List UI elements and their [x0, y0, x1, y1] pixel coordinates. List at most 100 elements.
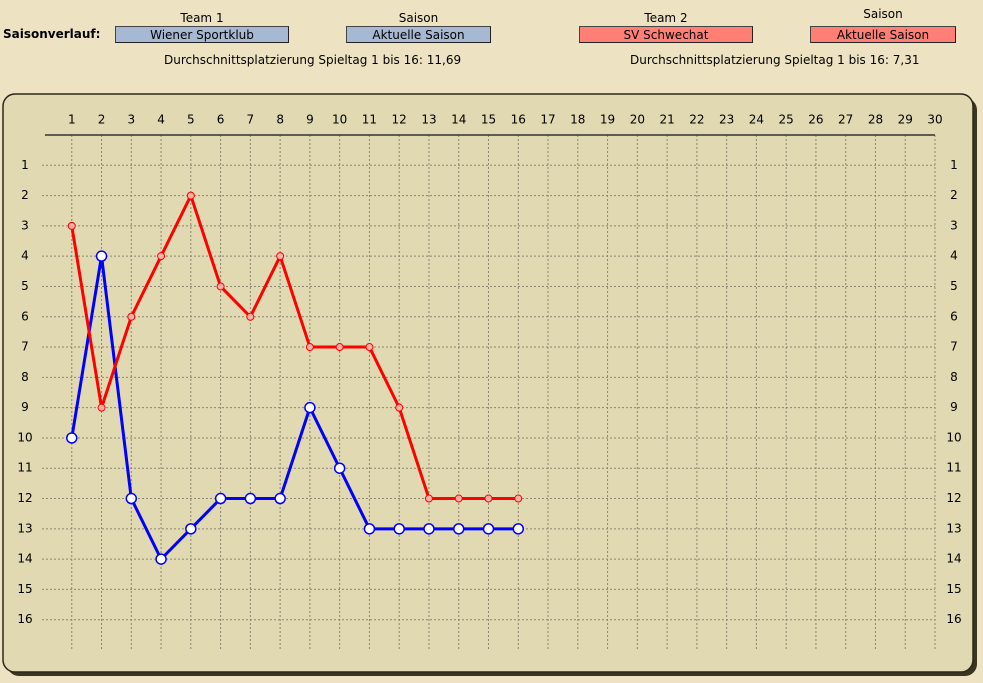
average: Durchschnittsplatzierung Spieltag 1 bis … [630, 53, 920, 67]
y-tick-label: 2 [950, 188, 958, 202]
x-tick-label: 29 [898, 113, 913, 127]
x-tick-label: 9 [306, 113, 314, 127]
point [305, 343, 314, 352]
average: Durchschnittsplatzierung Spieltag 1 bis … [164, 53, 462, 67]
y-tick-label: 3 [21, 218, 29, 232]
y-tick-label: 9 [21, 400, 29, 414]
x-tick-label: 6 [217, 113, 225, 127]
point [214, 492, 227, 505]
x-tick-label: 20 [630, 113, 645, 127]
point [514, 494, 523, 503]
point [335, 343, 344, 352]
point [155, 553, 167, 565]
x-tick-label: 25 [779, 113, 794, 127]
point [484, 494, 493, 503]
x-tick-label: 22 [689, 113, 704, 127]
point [216, 282, 225, 291]
y-tick-label: 8 [21, 370, 29, 384]
season-caption: Saison [398, 11, 439, 25]
y-tick-label: 13 [17, 521, 32, 535]
point [125, 492, 138, 505]
point [67, 221, 76, 230]
x-tick-label: 28 [868, 113, 883, 127]
point [333, 462, 346, 474]
point [95, 250, 108, 262]
x-tick-label: 24 [749, 113, 764, 127]
x-tick-label: 4 [157, 113, 165, 127]
x-tick-label: 14 [451, 113, 466, 127]
point [274, 492, 286, 505]
y-tick-label: 3 [950, 218, 958, 232]
y-tick-label: 1 [950, 158, 958, 172]
y-tick-label: 12 [17, 491, 32, 505]
y-tick-label: 16 [17, 612, 32, 626]
x-tick-label: 27 [838, 113, 853, 127]
y-tick-label: 1 [21, 158, 29, 172]
y-tick-label: 2 [21, 188, 29, 202]
y-tick-label: 16 [946, 612, 961, 626]
y-tick-label: 15 [946, 582, 961, 596]
y-tick-label: 8 [950, 370, 958, 384]
y-tick-label: 11 [17, 461, 32, 475]
y-tick-label: 5 [21, 279, 29, 293]
point [365, 343, 374, 352]
point [482, 523, 495, 535]
x-tick-label: 1 [68, 113, 76, 127]
season-select[interactable]: Aktuelle Saison [346, 26, 491, 43]
x-tick-label: 21 [659, 113, 674, 127]
point [244, 492, 257, 505]
y-tick-label: 10 [17, 430, 32, 444]
y-tick-label: 4 [21, 249, 29, 263]
x-tick-label: 7 [247, 113, 255, 127]
y-tick-label: 13 [946, 521, 961, 535]
y-tick-label: 5 [950, 279, 958, 293]
y-tick-label: 15 [17, 582, 32, 596]
y-tick-label: 12 [946, 491, 961, 505]
y-tick-label: 11 [946, 461, 961, 475]
x-tick-label: 8 [276, 113, 284, 127]
point [454, 494, 463, 503]
y-tick-label: 6 [950, 309, 958, 323]
team-caption: Team 1 [180, 11, 224, 25]
point [66, 432, 78, 444]
x-tick-label: 18 [570, 113, 585, 127]
x-tick-label: 3 [127, 113, 135, 127]
point [393, 523, 405, 535]
season-caption: Saison [863, 7, 903, 21]
point [423, 523, 435, 535]
y-tick-label: 7 [950, 340, 958, 354]
y-tick-label: 7 [21, 340, 29, 354]
point [304, 401, 316, 414]
season-select[interactable]: Aktuelle Saison [810, 26, 956, 43]
point [185, 523, 197, 535]
team-caption: Team 2 [644, 11, 688, 25]
x-tick-label: 5 [187, 113, 195, 127]
x-tick-label: 23 [719, 113, 734, 127]
point [157, 252, 166, 261]
point [97, 403, 106, 412]
y-tick-label: 10 [946, 430, 961, 444]
point [452, 523, 465, 535]
y-tick-label: 14 [946, 552, 961, 566]
point [512, 523, 525, 535]
label: Saisonverlauf: [3, 27, 101, 41]
x-tick-label: 17 [540, 113, 555, 127]
y-tick-label: 4 [950, 249, 958, 263]
x-tick-label: 13 [421, 113, 436, 127]
x-tick-label: 2 [98, 113, 106, 127]
y-tick-label: 6 [21, 309, 29, 323]
y-tick-label: 14 [17, 552, 32, 566]
series-line [70, 255, 519, 562]
x-tick-label: 10 [332, 113, 347, 127]
point [246, 312, 255, 321]
x-tick-label: 11 [362, 113, 377, 127]
team-select[interactable]: SV Schwechat [579, 26, 753, 43]
point [363, 523, 376, 535]
x-tick-label: 12 [392, 113, 407, 127]
point [186, 191, 195, 200]
team-select[interactable]: Wiener Sportklub [115, 26, 289, 43]
point [276, 252, 285, 261]
x-tick-label: 30 [927, 113, 942, 127]
